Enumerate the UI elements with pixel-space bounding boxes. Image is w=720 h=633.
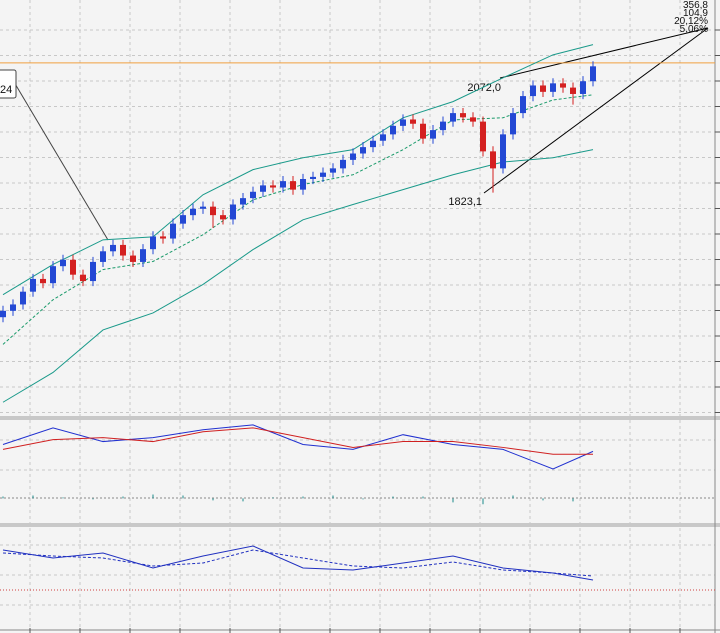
macd-signal bbox=[2, 427, 593, 455]
panel-separator bbox=[0, 523, 720, 527]
candle-body bbox=[210, 206, 216, 216]
low-label: 1823,1 bbox=[448, 196, 482, 208]
candle-body bbox=[510, 113, 516, 135]
candle-body bbox=[290, 181, 296, 190]
candle-body bbox=[300, 179, 306, 190]
trend-line bbox=[483, 27, 709, 194]
candle-body bbox=[380, 134, 386, 141]
candle-body bbox=[230, 204, 236, 220]
candle-body bbox=[240, 198, 246, 205]
candle-body bbox=[470, 117, 476, 122]
candle-body bbox=[530, 85, 536, 97]
candle-body bbox=[410, 119, 416, 124]
candle-body bbox=[420, 123, 426, 139]
stoch-signal bbox=[2, 549, 594, 577]
candle-body bbox=[390, 125, 396, 135]
candle-body bbox=[340, 159, 346, 169]
candle-body bbox=[310, 176, 316, 180]
candle-body bbox=[550, 83, 556, 92]
candle-body bbox=[540, 85, 546, 92]
candle-body bbox=[150, 236, 156, 250]
candle-body bbox=[500, 134, 506, 169]
candle-body bbox=[320, 172, 326, 177]
candle-body bbox=[190, 208, 196, 216]
candle-body bbox=[100, 251, 106, 262]
candle-body bbox=[250, 191, 256, 199]
info-text: 104,9 bbox=[683, 8, 708, 19]
candle-body bbox=[580, 81, 586, 94]
candle-body bbox=[430, 130, 436, 139]
band-upper bbox=[2, 44, 594, 296]
callout-line bbox=[13, 81, 109, 241]
candle-body bbox=[400, 119, 406, 126]
candle-body bbox=[200, 206, 206, 209]
candle-body bbox=[50, 266, 56, 284]
candle-body bbox=[480, 121, 486, 152]
candle-body bbox=[110, 244, 116, 252]
candle-body bbox=[330, 168, 336, 173]
candle-body bbox=[0, 310, 6, 318]
info-text: 20,12% bbox=[674, 16, 708, 27]
candle-body bbox=[140, 249, 146, 262]
candle-body bbox=[40, 278, 46, 284]
candle-body bbox=[270, 185, 276, 188]
candle-body bbox=[350, 153, 356, 160]
candle-body bbox=[160, 236, 166, 239]
candle-body bbox=[70, 259, 76, 275]
callout-text: 24 bbox=[0, 84, 12, 96]
candle-body bbox=[450, 113, 456, 122]
candle-body bbox=[460, 113, 466, 118]
candle-body bbox=[370, 140, 376, 148]
candle-body bbox=[180, 215, 186, 224]
panel-separator bbox=[0, 416, 720, 420]
candle-body bbox=[570, 87, 576, 94]
candle-body bbox=[490, 151, 496, 169]
info-text: 5,06% bbox=[680, 24, 708, 35]
candle-body bbox=[440, 121, 446, 131]
candle-body bbox=[560, 83, 566, 88]
candle-body bbox=[10, 304, 16, 311]
info-text: 356,8 bbox=[683, 0, 708, 11]
trend-line bbox=[499, 27, 709, 79]
candle-body bbox=[130, 255, 136, 262]
candle-body bbox=[280, 181, 286, 188]
candle-body bbox=[360, 147, 366, 154]
macd-line bbox=[2, 424, 594, 470]
candle-body bbox=[90, 261, 96, 282]
candle-body bbox=[520, 96, 526, 114]
candle-body bbox=[20, 291, 26, 305]
callout-box bbox=[0, 69, 17, 99]
candle-body bbox=[260, 185, 266, 192]
candle-body bbox=[30, 278, 36, 292]
candle-body bbox=[80, 274, 86, 282]
candle-body bbox=[120, 244, 126, 256]
candle-body bbox=[60, 259, 66, 267]
stoch-line bbox=[2, 545, 594, 581]
candle-body bbox=[590, 66, 596, 82]
candle-body bbox=[170, 223, 176, 239]
candle-body bbox=[220, 215, 226, 220]
